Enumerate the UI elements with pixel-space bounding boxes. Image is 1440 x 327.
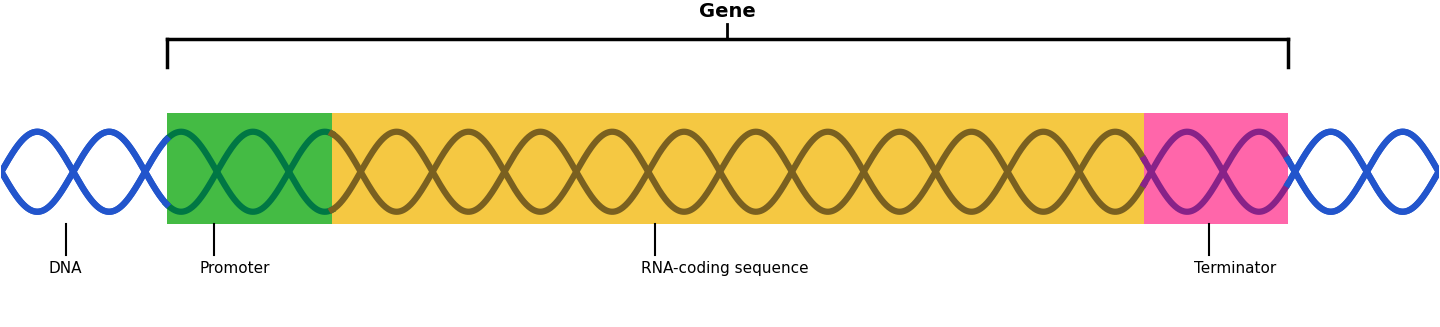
Bar — [1143, 113, 1287, 224]
Text: RNA-coding sequence: RNA-coding sequence — [641, 261, 809, 276]
Text: Gene: Gene — [698, 2, 756, 21]
Text: Terminator: Terminator — [1194, 261, 1276, 276]
Text: Promoter: Promoter — [200, 261, 271, 276]
Text: DNA: DNA — [49, 261, 82, 276]
Bar — [333, 113, 1143, 224]
Bar — [167, 113, 333, 224]
